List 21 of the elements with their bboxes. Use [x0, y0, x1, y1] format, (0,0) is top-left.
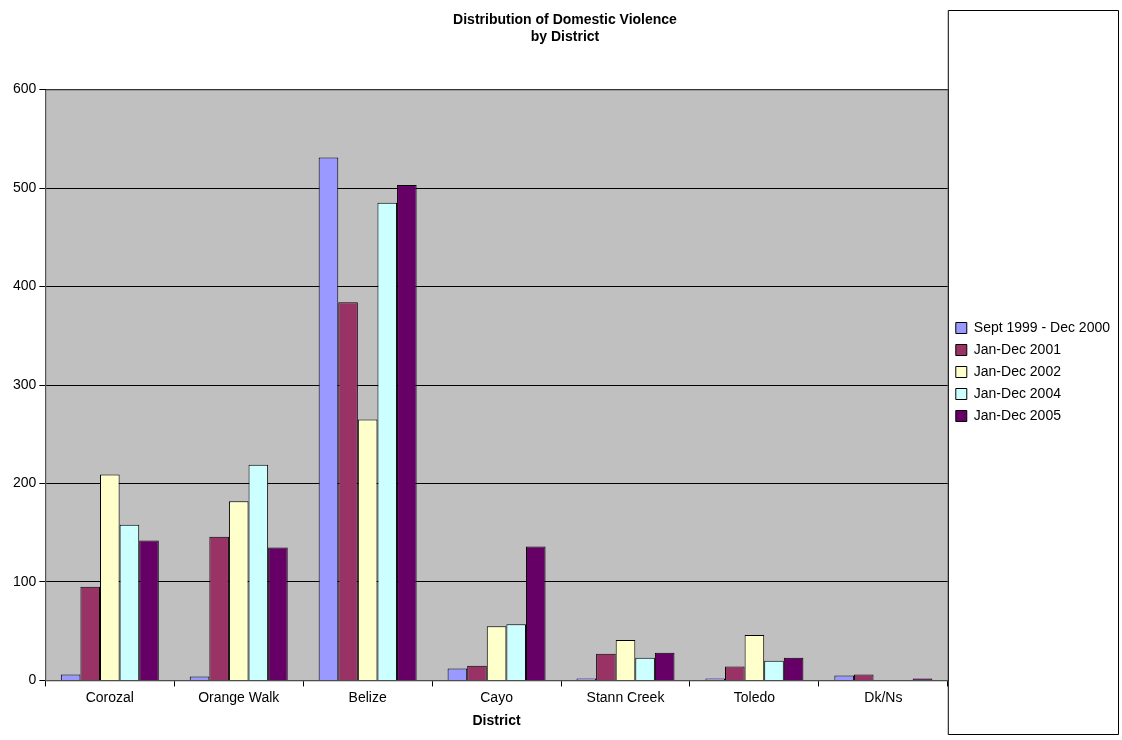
y-tick-label: 400 — [13, 277, 37, 294]
legend-label: Jan-Dec 2002 — [973, 362, 1062, 379]
legend-label: Jan-Dec 2005 — [973, 406, 1062, 423]
y-tick-label: 600 — [13, 80, 37, 97]
x-tick-label: Stann Creek — [586, 688, 666, 705]
x-tick-label: Toledo — [733, 688, 776, 705]
x-tick-label: Orange Walk — [198, 688, 281, 705]
chart-title: Distribution of Domestic Violence by District — [453, 11, 678, 45]
legend-label: Jan-Dec 2001 — [973, 340, 1062, 357]
y-tick-label: 200 — [13, 474, 37, 491]
y-tick-label: 100 — [13, 572, 37, 589]
y-tick-label: 300 — [13, 375, 37, 392]
legend-label: Sept 1999 - Dec 2000 — [973, 318, 1111, 335]
x-tick-label: Cayo — [480, 688, 514, 705]
y-tick-label: 500 — [13, 178, 37, 195]
y-tick-label: 0 — [28, 671, 37, 688]
x-tick-label: Dk/Ns — [864, 688, 903, 705]
x-axis-title: District — [472, 712, 522, 729]
x-tick-label: Belize — [348, 688, 387, 705]
legend-label: Jan-Dec 2004 — [973, 384, 1062, 401]
x-tick-label: Corozal — [85, 688, 134, 705]
